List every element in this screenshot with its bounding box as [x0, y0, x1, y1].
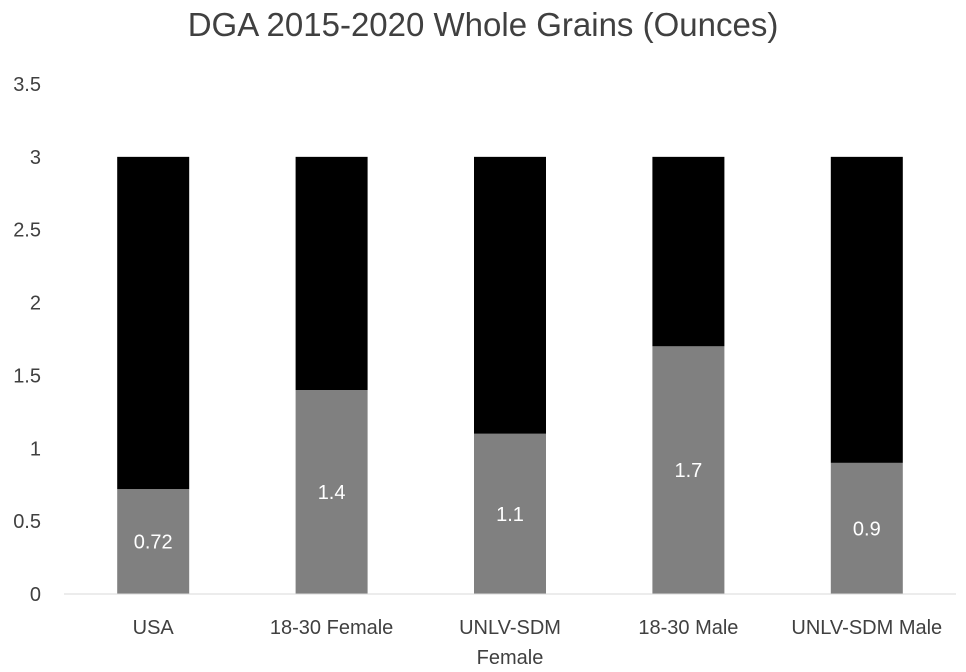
chart-title: DGA 2015-2020 Whole Grains (Ounces)	[187, 6, 779, 43]
bar-remaining	[117, 156, 190, 490]
category-label: 18-30 Male	[638, 617, 738, 639]
bar-intake	[117, 489, 190, 594]
bar-intake	[474, 433, 546, 594]
bar-remaining	[830, 156, 903, 463]
y-tick-label: 1	[30, 438, 41, 460]
bar-intake	[652, 346, 725, 594]
data-label: 0.9	[853, 518, 881, 540]
y-tick-label: 1.5	[13, 365, 41, 387]
y-tick-label: 3	[30, 147, 41, 169]
category-label: Female	[477, 647, 544, 669]
category-label: 18-30 Female	[270, 617, 393, 639]
bar-remaining	[474, 156, 546, 434]
category-label: USA	[133, 617, 175, 639]
data-label: 0.72	[134, 532, 173, 554]
bar-remaining	[652, 156, 725, 347]
data-label: 1.7	[674, 460, 702, 482]
y-tick-label: 3.5	[13, 74, 41, 96]
data-label: 1.4	[318, 482, 346, 504]
y-tick-label: 0.5	[13, 511, 41, 533]
category-label: UNLV-SDM	[459, 617, 561, 639]
y-tick-label: 2.5	[13, 220, 41, 242]
y-tick-label: 0	[30, 584, 41, 606]
bar-remaining	[295, 156, 368, 390]
category-label: UNLV-SDM Male	[791, 617, 942, 639]
data-label: 1.1	[496, 504, 524, 526]
y-tick-label: 2	[30, 293, 41, 315]
bar-intake	[830, 462, 903, 594]
bar-intake	[295, 390, 368, 594]
